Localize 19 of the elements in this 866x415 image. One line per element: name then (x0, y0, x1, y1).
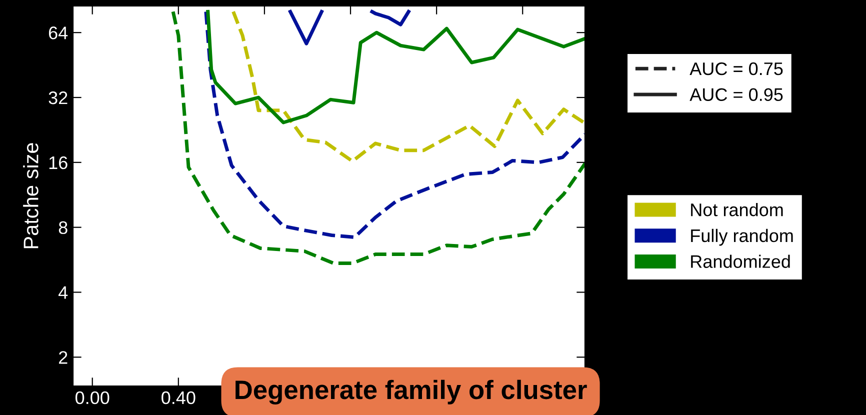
legend-label: AUC = 0.75 (690, 62, 783, 76)
y-axis-title: Patche size (23, 143, 38, 248)
annotation: Degenerate family of cluster (236, 380, 587, 405)
legend-label: AUC = 0.95 (690, 88, 783, 102)
legend-label: Not random (691, 203, 783, 216)
y-tick-label: 64 (48, 26, 68, 40)
line-series (204, 10, 585, 239)
y-tick-label: 2 (59, 351, 68, 364)
y-tick-label: 8 (58, 221, 68, 234)
y-tick-label: 16 (49, 156, 68, 170)
line-series (232, 10, 585, 163)
y-tick-label: 32 (48, 91, 68, 104)
line-series (171, 10, 585, 266)
legend-label: Fully random (691, 228, 793, 246)
x-tick-label: 0.40 (162, 391, 196, 404)
y-tick-label: 4 (58, 286, 68, 299)
line-series (206, 10, 585, 124)
legend-label: Randomized (691, 254, 790, 268)
x-tick-label: 0.00 (76, 391, 110, 404)
